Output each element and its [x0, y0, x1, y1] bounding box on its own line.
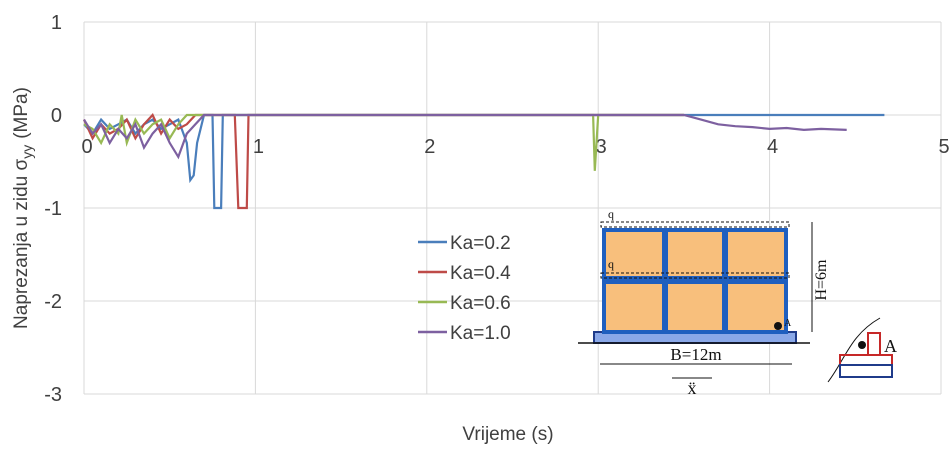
x-tick-label: 2: [424, 136, 435, 158]
y-label-main: Naprezanja u zidu σ: [11, 159, 32, 329]
legend-label: Ka=1.0: [450, 323, 511, 344]
y-tick-label: -3: [44, 384, 62, 406]
y-label-subscript: yy: [19, 145, 35, 159]
inset-label: ẍ: [688, 378, 697, 398]
inset-label: B=12m: [670, 345, 721, 364]
legend-label: Ka=0.4: [450, 263, 511, 284]
y-label-unit: (MPa): [11, 87, 32, 139]
inset-label: q: [608, 207, 614, 221]
inset-label: H=6m: [813, 259, 830, 301]
x-tick-label: 1: [253, 136, 264, 158]
legend-label: Ka=0.2: [450, 233, 511, 254]
x-axis-label: Vrijeme (s): [462, 424, 553, 445]
y-axis-label: Naprezanja u zidu σyy (MPa): [11, 87, 35, 329]
y-tick-label: 0: [51, 105, 62, 127]
structure-inset: q q H=6m B=12m A ẍ A: [578, 207, 897, 398]
y-tick-label: 1: [51, 12, 62, 34]
x-tick-label: 3: [596, 136, 607, 158]
y-tick-label: -1: [44, 198, 62, 220]
inset-label: A: [784, 318, 792, 329]
series-line: [83, 113, 847, 160]
legend-label: Ka=0.6: [450, 293, 511, 314]
inset-label: A: [884, 336, 897, 356]
x-tick-label: 0: [81, 136, 92, 158]
inset-label: q: [608, 257, 614, 271]
y-tick-label: -2: [44, 291, 62, 313]
x-tick-label: 5: [938, 136, 949, 158]
x-tick-label: 4: [767, 136, 778, 158]
